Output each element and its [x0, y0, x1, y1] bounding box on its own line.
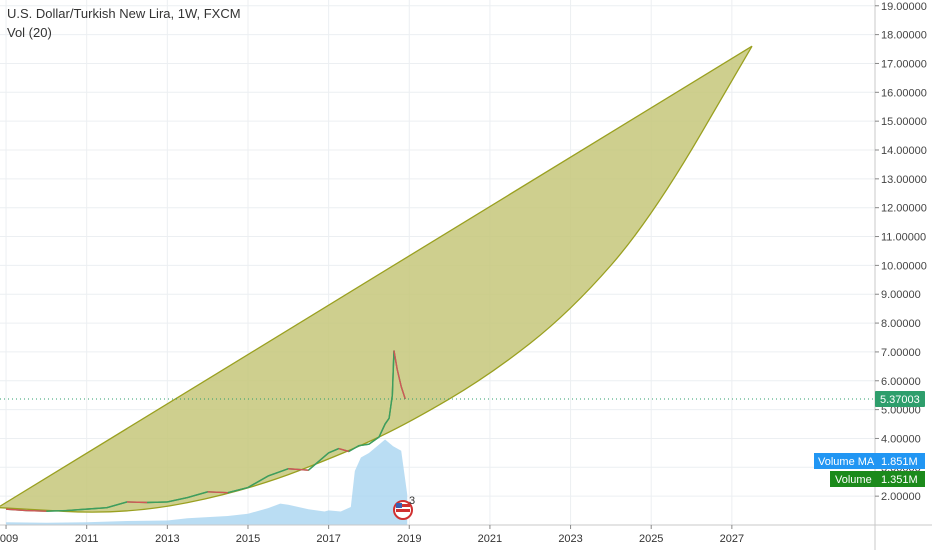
y-tick-label: 11.00000: [881, 232, 926, 244]
svg-text:5.37003: 5.37003: [880, 394, 920, 406]
y-tick-label: 13.00000: [881, 174, 927, 186]
volume-ma-value: 1.851M: [881, 456, 918, 468]
x-tick-label: 2025: [639, 533, 663, 545]
x-tick-label: 2019: [397, 533, 421, 545]
price-segment: [26, 509, 47, 512]
channel-fill: [0, 46, 753, 513]
price-segment: [308, 452, 330, 471]
volume-label: Volume: [835, 474, 872, 486]
price-segment: [391, 350, 395, 396]
y-tick-label: 12.00000: [881, 203, 927, 215]
event-count: 3: [409, 495, 415, 507]
x-tick-label: 2023: [558, 533, 582, 545]
channel-layer: [0, 45, 753, 513]
volume-badge: Volume 1.351M: [830, 471, 925, 487]
volume-study-label[interactable]: Vol (20): [7, 25, 52, 40]
price-segment: [187, 491, 208, 499]
price-segment: [368, 436, 380, 445]
y-tick-label: 6.00000: [881, 376, 921, 388]
y-tick-label: 10.00000: [881, 260, 927, 272]
y-tick-label: 14.00000: [881, 145, 927, 157]
y-tick-label: 9.00000: [881, 289, 921, 301]
y-tick-label: 7.00000: [881, 347, 921, 359]
x-tick-label: 2011: [75, 533, 99, 545]
x-tick-label: 2015: [236, 533, 260, 545]
y-tick-label: 19.00000: [881, 1, 927, 13]
price-segment: [338, 447, 349, 453]
price-segment: [288, 468, 309, 471]
price-segment: [348, 445, 360, 453]
x-tick-label: 2027: [720, 533, 744, 545]
x-tick-label: 2021: [478, 533, 502, 545]
price-segment: [247, 475, 269, 489]
price-segment: [384, 417, 390, 425]
price-segment: [66, 508, 87, 512]
y-tick-label: 15.00000: [881, 116, 927, 128]
x-tick-label: 2013: [155, 533, 179, 545]
price-segment: [147, 501, 168, 504]
volume-ma-label: Volume MA: [818, 456, 875, 468]
y-tick-label: 8.00000: [881, 318, 921, 330]
chart-legend: U.S. Dollar/Turkish New Lira, 1W, FXCM V…: [7, 4, 241, 42]
price-badge: 5.37003: [875, 390, 925, 407]
price-segment: [378, 423, 386, 438]
channel-upper-edge: [0, 45, 753, 507]
us-flag-event-icon[interactable]: 3: [393, 495, 415, 520]
price-segment: [126, 501, 148, 504]
price-segment: [267, 468, 289, 477]
symbol-title[interactable]: U.S. Dollar/Turkish New Lira, 1W, FXCM: [7, 6, 241, 21]
volume-area: [6, 439, 408, 525]
volume-layer: [6, 439, 408, 525]
y-tick-label: 17.00000: [881, 58, 927, 70]
price-series: [5, 350, 406, 512]
y-tick-label: 4.00000: [881, 433, 921, 445]
price-segment: [396, 369, 402, 387]
x-tick-label: 2017: [316, 533, 340, 545]
volume-value: 1.351M: [881, 474, 918, 486]
price-segment: [46, 509, 67, 512]
price-segment: [86, 506, 107, 510]
x-tick-label: 2009: [0, 533, 18, 545]
price-segment: [393, 350, 398, 370]
price-segment: [106, 501, 128, 509]
price-segment: [227, 486, 249, 494]
price-segment: [328, 447, 339, 454]
y-tick-label: 5.00000: [881, 405, 921, 417]
price-segment: [207, 491, 228, 494]
price-segment: [388, 395, 394, 419]
y-tick-label: 2.00000: [881, 491, 921, 503]
volume-ma-badge: Volume MA 1.851M: [814, 453, 925, 469]
y-tick-label: 18.00000: [881, 30, 927, 42]
price-segment: [400, 386, 406, 400]
price-segment: [358, 443, 370, 447]
channel-lower-edge: [0, 45, 753, 513]
y-tick-label: 16.00000: [881, 87, 927, 99]
price-segment: [5, 508, 27, 512]
price-segment: [167, 496, 188, 503]
y-axis[interactable]: 2.000003.000004.000005.000006.000007.000…: [875, 1, 927, 503]
x-axis[interactable]: 2009 2011 2013 2015 2017 2019 2021 2023 2025 2027: [0, 525, 744, 545]
